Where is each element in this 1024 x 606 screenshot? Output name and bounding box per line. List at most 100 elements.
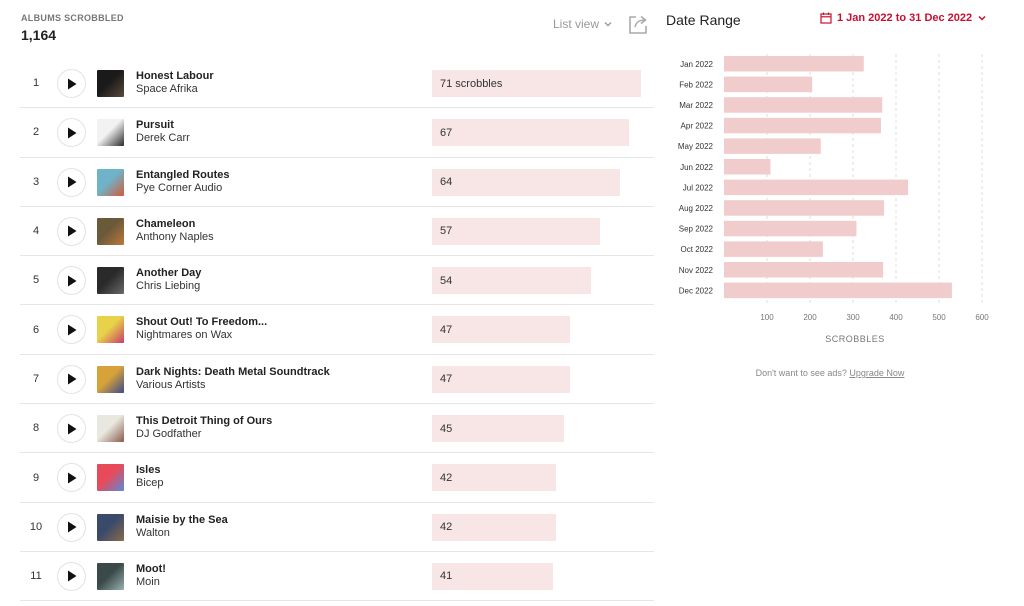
album-rank: 4: [32, 225, 40, 238]
album-title[interactable]: Maisie by the Sea: [136, 513, 228, 526]
album-artist[interactable]: Pye Corner Audio: [136, 181, 223, 194]
month-bar[interactable]: [724, 56, 864, 72]
play-button[interactable]: [57, 561, 86, 591]
album-cover[interactable]: [97, 316, 124, 344]
album-cover[interactable]: [97, 513, 124, 541]
album-artist[interactable]: Space Afrika: [136, 83, 198, 95]
album-row: 5 Another Day Chris Liebing 54: [20, 256, 654, 306]
album-artist[interactable]: Anthony Naples: [136, 230, 214, 243]
album-title[interactable]: Pursuit: [136, 119, 174, 132]
scrobble-count: 54: [440, 274, 453, 287]
scrobble-count-bar[interactable]: 42: [432, 464, 556, 492]
play-icon: [67, 373, 76, 385]
album-cover[interactable]: [97, 562, 124, 590]
album-titles: Dark Nights: Death Metal Soundtrack Vario…: [136, 366, 330, 392]
month-bar[interactable]: [724, 76, 813, 93]
month-bar[interactable]: [724, 282, 952, 299]
album-cover[interactable]: [97, 365, 124, 393]
month-label: Aug 2022: [679, 204, 714, 213]
play-button[interactable]: [57, 167, 86, 197]
album-artist[interactable]: Bicep: [136, 477, 164, 490]
upgrade-now-link[interactable]: Upgrade Now: [849, 368, 905, 378]
scrobble-count-bar[interactable]: 47: [432, 365, 570, 393]
album-rank: 1: [32, 77, 40, 90]
play-button[interactable]: [57, 266, 86, 296]
album-cover[interactable]: [97, 217, 124, 245]
scrobble-count-bar[interactable]: 45: [432, 415, 564, 443]
month-bar[interactable]: [724, 262, 884, 278]
album-title[interactable]: Moot!: [136, 562, 166, 575]
album-title[interactable]: Honest Labour: [136, 70, 214, 82]
play-button[interactable]: [57, 216, 86, 246]
album-title[interactable]: Isles: [136, 464, 161, 477]
album-title[interactable]: Another Day: [136, 267, 202, 280]
album-cover[interactable]: [97, 464, 124, 492]
scrobble-count: 42: [440, 521, 453, 534]
share-button[interactable]: [627, 13, 649, 35]
album-rank: 8: [32, 422, 40, 435]
play-button[interactable]: [57, 118, 86, 148]
album-title[interactable]: Shout Out! To Freedom...: [136, 316, 268, 329]
play-button[interactable]: [57, 463, 86, 493]
album-rank: 9: [32, 471, 40, 484]
scrobble-count-bar[interactable]: 71 scrobbles: [432, 70, 641, 97]
albums-scrobbled-label: ALBUMS SCROBBLED: [21, 13, 124, 23]
scrobble-count-bar[interactable]: 42: [432, 513, 556, 541]
month-bar[interactable]: [724, 200, 884, 216]
month-bar[interactable]: [724, 220, 857, 237]
album-titles: This Detroit Thing of Ours DJ Godfather: [136, 415, 272, 441]
album-rank: 3: [32, 175, 40, 188]
album-cover[interactable]: [97, 267, 124, 295]
scrobble-count-bar[interactable]: 67: [432, 119, 629, 147]
album-cover[interactable]: [97, 70, 124, 97]
album-artist[interactable]: Various Artists: [136, 378, 206, 391]
scrobble-count: 45: [440, 422, 453, 435]
play-button[interactable]: [57, 414, 86, 444]
scrobble-count-bar[interactable]: 57: [432, 217, 600, 245]
scrobble-count-bar[interactable]: 41: [432, 562, 553, 590]
play-button[interactable]: [57, 364, 86, 394]
album-title[interactable]: Chameleon: [136, 217, 196, 230]
play-button[interactable]: [57, 315, 86, 345]
month-label: Apr 2022: [681, 122, 714, 131]
ads-text: Don't want to see ads?: [755, 368, 847, 378]
x-tick-label: 400: [889, 313, 903, 322]
album-cover[interactable]: [97, 415, 124, 443]
album-list: 1 Honest Labour Space Afrika 71 scrobbles 2 P…: [20, 59, 654, 602]
month-bar[interactable]: [724, 159, 771, 175]
month-bar[interactable]: [724, 117, 881, 134]
album-row: 8 This Detroit Thing of Ours DJ Godfather 4…: [20, 404, 654, 454]
month-label: Mar 2022: [679, 101, 713, 110]
album-artist[interactable]: Walton: [136, 526, 170, 539]
scrobble-count: 57: [440, 225, 453, 238]
album-cover[interactable]: [97, 119, 124, 147]
play-button[interactable]: [57, 512, 86, 542]
scrobble-count-bar[interactable]: 54: [432, 267, 591, 295]
album-rank: 2: [32, 126, 40, 139]
month-label: Nov 2022: [679, 266, 714, 275]
month-bar[interactable]: [724, 97, 883, 113]
album-row: 3 Entangled Routes Pye Corner Audio 64: [20, 158, 654, 207]
month-label: Jul 2022: [683, 183, 714, 192]
album-title[interactable]: This Detroit Thing of Ours: [136, 415, 273, 428]
album-title[interactable]: Dark Nights: Death Metal Soundtrack: [136, 365, 330, 378]
date-range-picker[interactable]: 1 Jan 2022 to 31 Dec 2022: [820, 12, 987, 24]
month-label: Feb 2022: [679, 80, 713, 89]
scrobble-count-bar[interactable]: 64: [432, 168, 620, 196]
album-artist[interactable]: Derek Carr: [136, 132, 190, 145]
list-view-dropdown[interactable]: List view: [553, 17, 613, 31]
album-title[interactable]: Entangled Routes: [136, 168, 230, 181]
album-artist[interactable]: Chris Liebing: [136, 280, 201, 293]
month-bar[interactable]: [724, 138, 821, 154]
scrobble-count: 67: [440, 126, 453, 139]
album-row: 4 Chameleon Anthony Naples 57: [20, 207, 654, 257]
play-button[interactable]: [57, 69, 86, 98]
album-artist[interactable]: DJ Godfather: [136, 428, 202, 441]
scrobble-count-bar[interactable]: 47: [432, 316, 570, 344]
month-bar[interactable]: [724, 179, 909, 196]
play-icon: [67, 521, 76, 533]
album-artist[interactable]: Moin: [136, 575, 160, 588]
month-bar[interactable]: [724, 241, 823, 257]
album-artist[interactable]: Nightmares on Wax: [136, 329, 233, 342]
album-cover[interactable]: [97, 168, 124, 196]
